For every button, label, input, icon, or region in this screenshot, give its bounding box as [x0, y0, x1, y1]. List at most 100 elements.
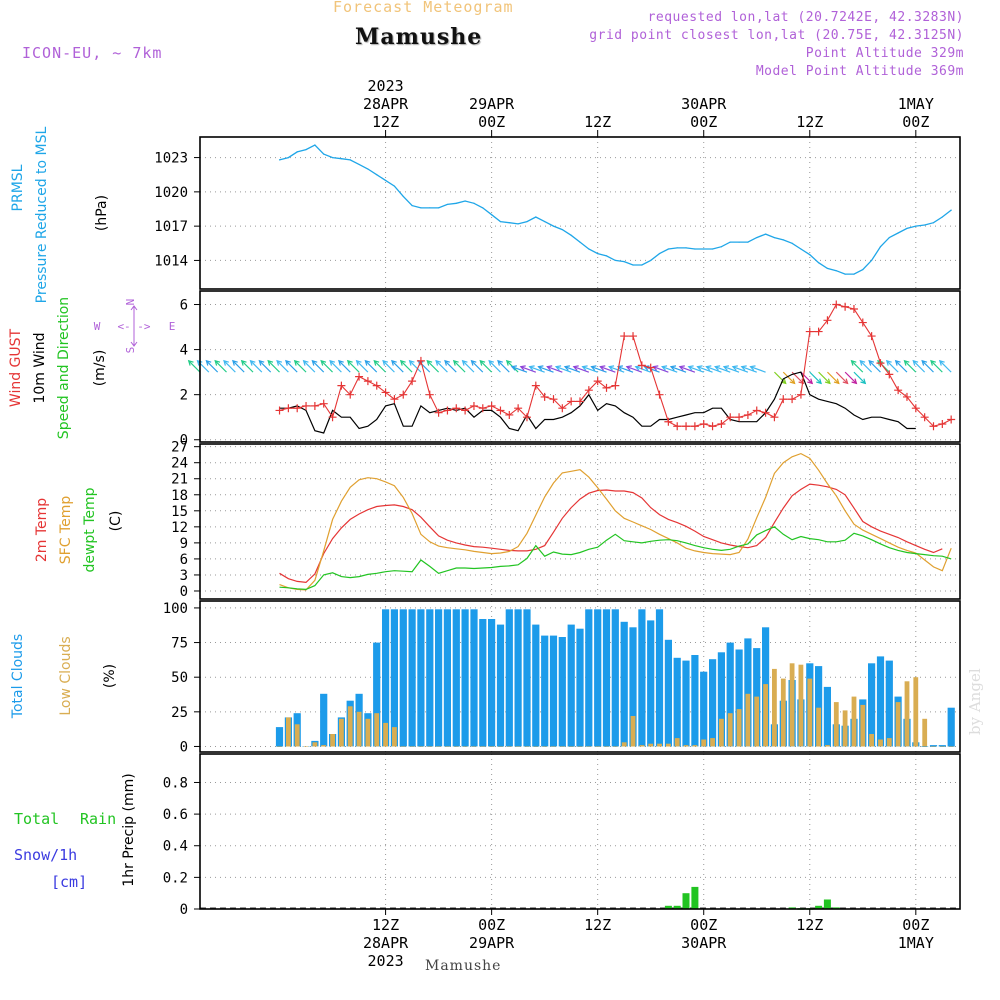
low-cloud-bar [710, 738, 715, 747]
wind-direction-arrowhead [625, 365, 632, 371]
date-label-bottom: 28APR [363, 934, 409, 952]
wind-direction-arrow [365, 360, 378, 373]
low-cloud-bar [895, 702, 901, 747]
total-cloud-bar [868, 663, 876, 747]
pressure-point [764, 233, 767, 235]
wind-gust-marker [682, 422, 691, 431]
y-tick-label: 100 [163, 601, 188, 617]
compass-n: N [124, 299, 137, 306]
pressure-point [438, 207, 440, 209]
pressure-point [340, 158, 342, 160]
meteogram-supertitle: Forecast Meteogram [333, 0, 514, 16]
wind-direction-arrowhead [461, 359, 468, 366]
rain-bar [664, 905, 672, 909]
pressure-point [544, 220, 546, 223]
wind-direction-arrow [547, 366, 563, 373]
pressure-point [729, 241, 731, 243]
pressure-point [818, 262, 820, 264]
wind-gust-marker [284, 404, 293, 413]
pressure-point [614, 259, 616, 262]
low-cloud-bar [356, 711, 362, 747]
time-label-top: 00Z [902, 113, 929, 131]
total-cloud-bar [461, 609, 469, 747]
wind-gust-marker [832, 300, 841, 309]
total-cloud-bar [426, 609, 434, 747]
low-cloud-bar [542, 746, 548, 747]
wind-direction-arrowhead [859, 359, 866, 366]
wind-direction-arrow [859, 360, 873, 373]
wind-gust-marker [629, 332, 638, 341]
y-tick-label: 1023 [154, 151, 188, 167]
requested-coords: requested lon,lat (20.7242E, 42.3283N) [647, 10, 964, 25]
time-label-top: 12Z [796, 113, 823, 131]
wind-direction-arrowhead [885, 359, 892, 366]
total-cloud-bar [664, 639, 672, 747]
pressure-point [720, 246, 722, 248]
rain-bar [815, 905, 823, 909]
total-cloud-bar [594, 609, 602, 747]
pressure-point [835, 270, 837, 272]
low-clouds-label: Low Clouds [58, 636, 74, 715]
y-tick-label: 0 [180, 584, 188, 600]
wind-direction-arrowhead [678, 365, 685, 371]
low-cloud-bar [683, 745, 689, 747]
pressure-point [888, 236, 890, 239]
low-cloud-bar [727, 713, 733, 747]
low-cloud-bar [931, 746, 936, 747]
wind-direction-arrowhead [868, 359, 875, 366]
wind-direction-arrow [497, 360, 510, 373]
wind-gust-marker [858, 318, 867, 327]
low-cloud-bar [321, 745, 327, 747]
wind-direction-arrow [939, 360, 952, 373]
wind-direction-arrow [697, 366, 713, 373]
date-label-bottom: 30APR [681, 934, 727, 952]
wind-direction-arrow [258, 360, 272, 373]
wind-gust-marker [743, 410, 752, 419]
wind-gust-marker [690, 422, 699, 431]
wind-direction-arrow [426, 360, 440, 373]
low-cloud-bar [498, 746, 503, 747]
wind-gust-marker [558, 404, 567, 413]
wind-direction-arrowhead [267, 359, 274, 366]
wind-gust-marker [823, 316, 832, 325]
low-cloud-bar [445, 746, 450, 747]
pressure-point [561, 228, 563, 231]
wind-direction-arrowhead [497, 359, 503, 366]
pressure-point [552, 225, 555, 227]
y-tick-label: 4 [180, 343, 188, 359]
wind-gust-marker [293, 404, 302, 413]
y-tick-label: 6 [180, 298, 188, 314]
low-cloud-bar [657, 743, 662, 747]
wind-direction-label: Speed and Direction [56, 297, 72, 439]
total-cloud-bar [390, 609, 398, 747]
y-tick-label: 0 [180, 739, 188, 755]
wind-direction-arrowhead [320, 359, 327, 366]
time-label-top: 12Z [584, 113, 611, 131]
wind-direction-arrowhead [714, 365, 721, 371]
wind-gust-marker [841, 302, 850, 311]
wind-direction-arrow [555, 366, 572, 373]
wind-gust-marker [805, 327, 814, 336]
wind-direction-arrowhead [652, 365, 659, 371]
wind-direction-arrowhead [276, 359, 283, 366]
wind-gust-marker [699, 419, 708, 428]
low-cloud-bar [339, 718, 344, 747]
wind-direction-arrow [250, 360, 263, 373]
pressure-point [623, 260, 625, 263]
wind-gust-marker [425, 390, 434, 399]
low-cloud-bar [568, 746, 574, 747]
total-cloud-bar [947, 707, 955, 747]
total-cloud-bar [611, 609, 619, 747]
wind-direction-arrowhead [346, 359, 353, 366]
wind-direction-arrow [835, 371, 849, 384]
wind-gust-marker [434, 408, 443, 417]
pressure-point [791, 242, 793, 244]
wind-direction-arrowhead [488, 359, 495, 366]
wind-direction-arrow [818, 371, 831, 384]
pressure-point [871, 259, 873, 262]
y-tick-label: 0 [180, 433, 188, 449]
wind-direction-arrowhead [749, 365, 756, 371]
wind-direction-arrow [188, 360, 201, 373]
pressure-point [420, 207, 422, 209]
